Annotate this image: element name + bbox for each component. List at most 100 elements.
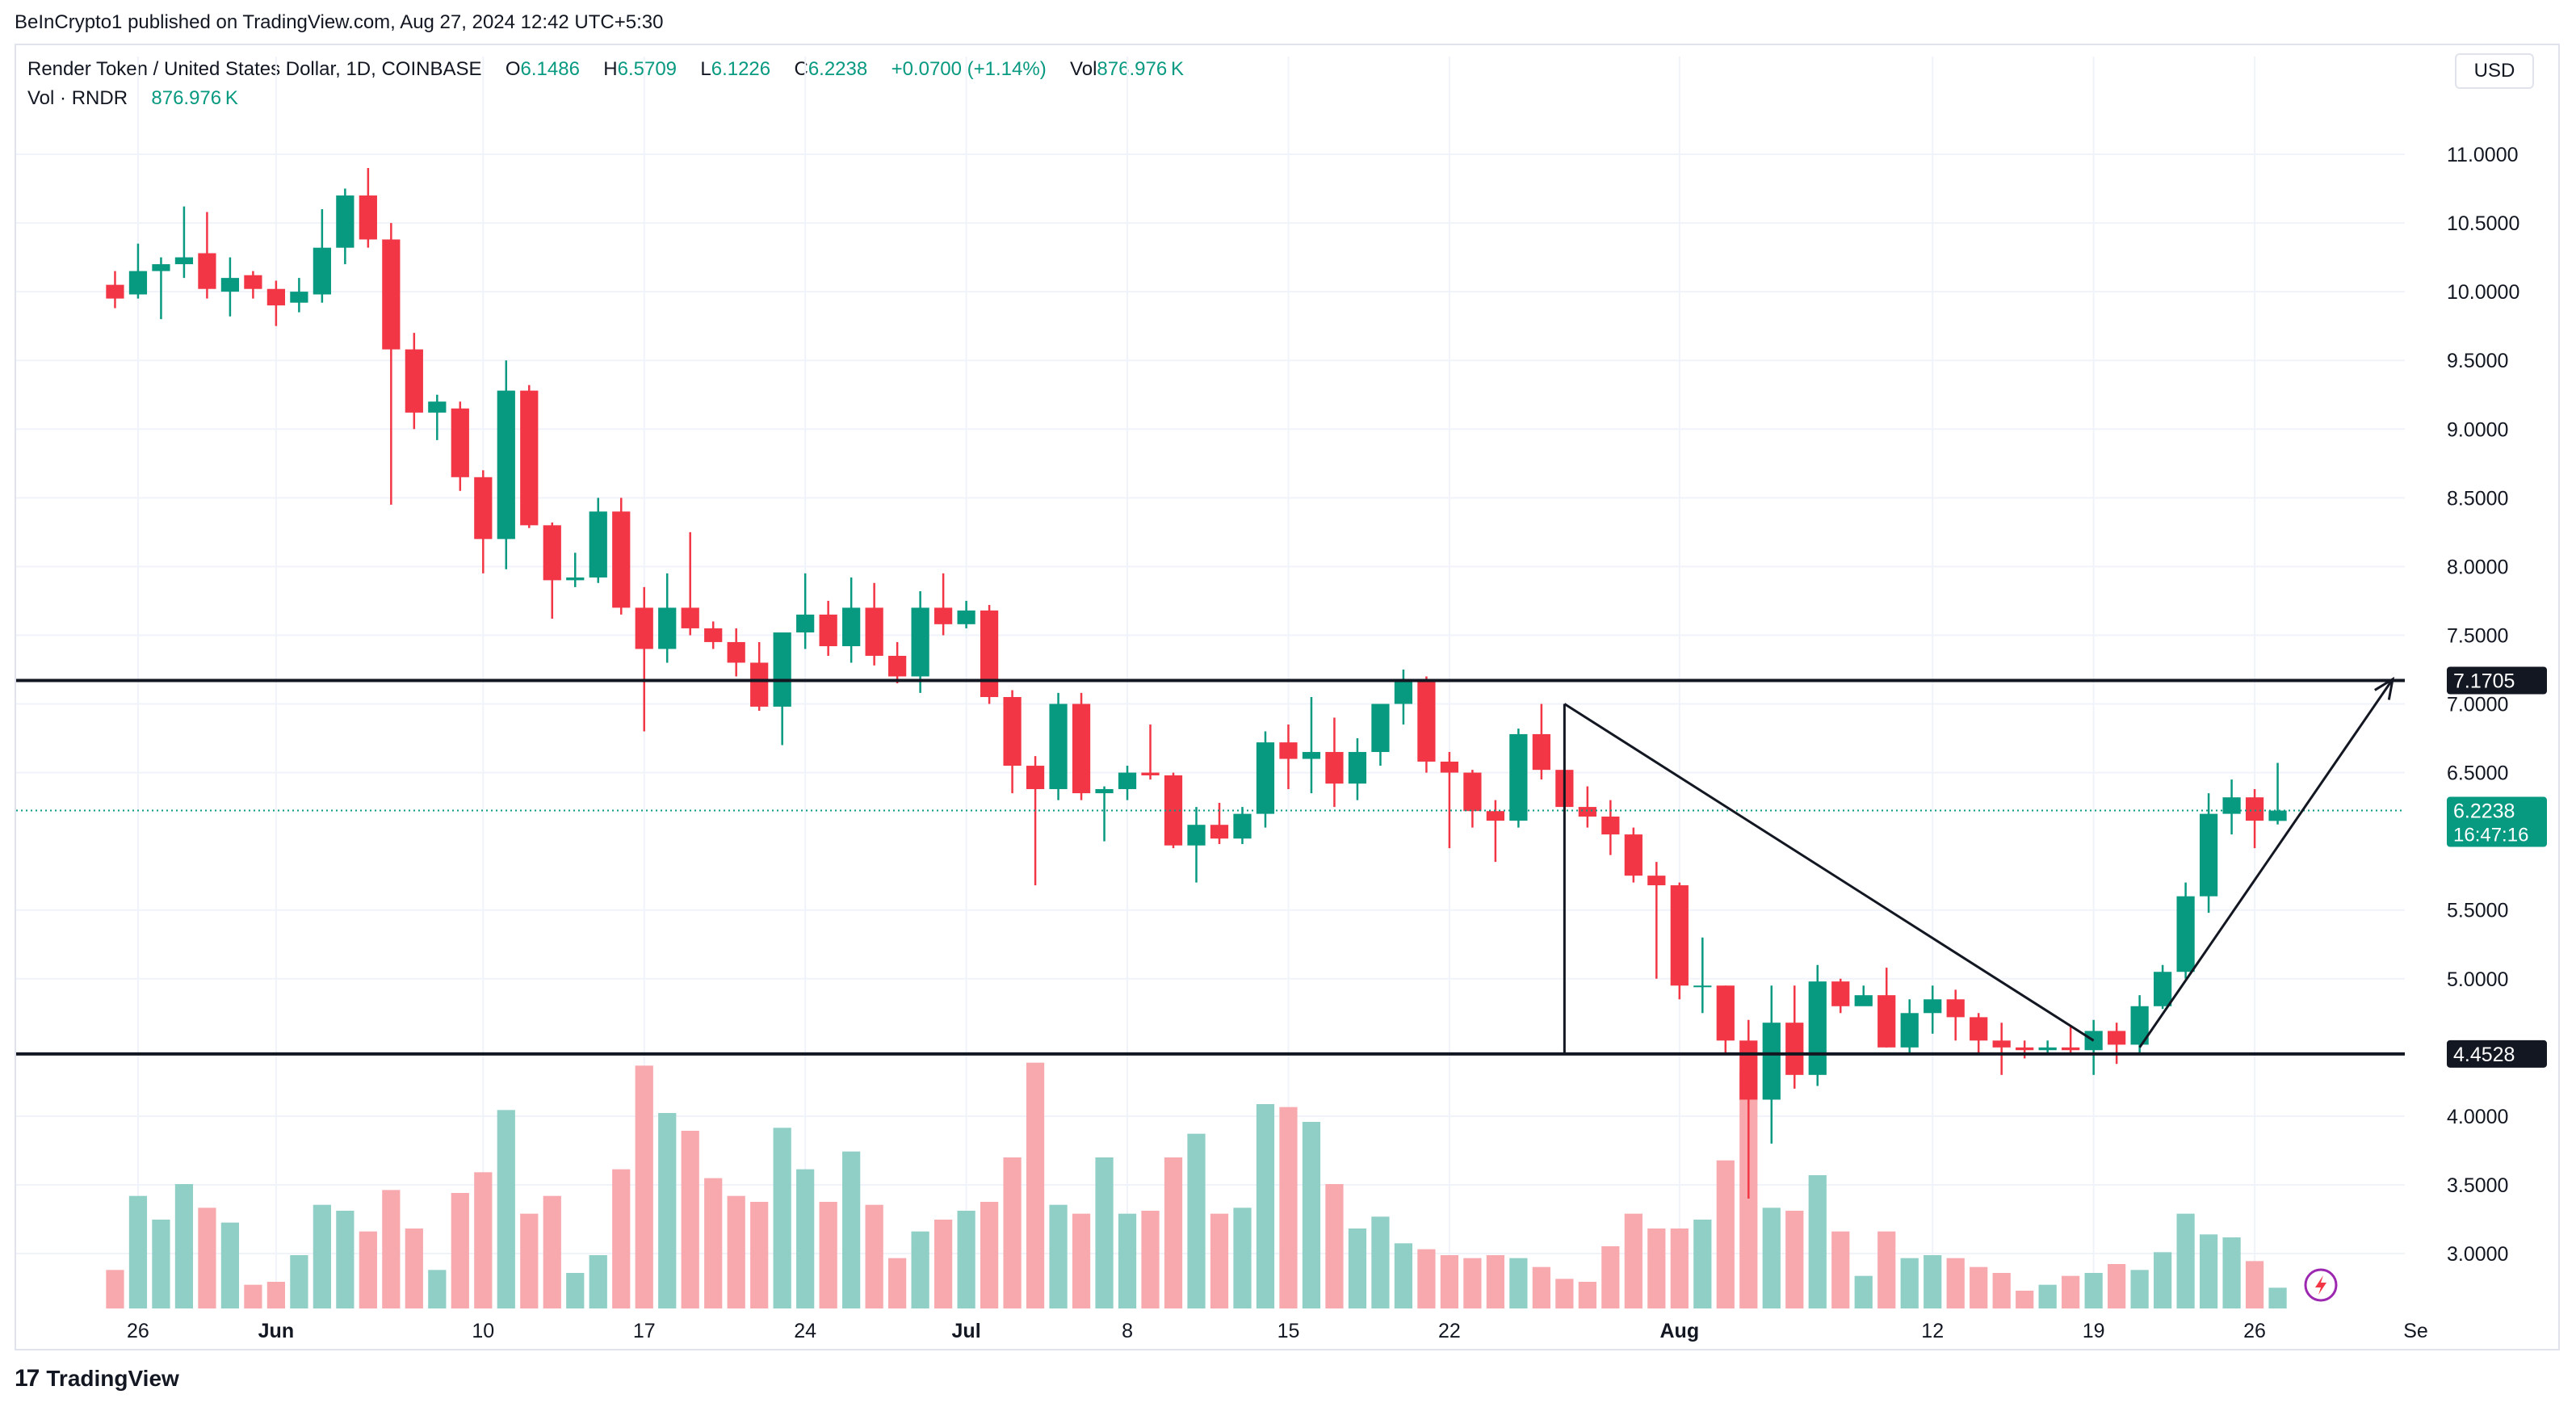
volume-bar <box>1762 1208 1781 1308</box>
time-tick-label: 26 <box>2243 1320 2266 1342</box>
price-tick-label: 3.5000 <box>2447 1174 2508 1197</box>
volume-label: Vol <box>1070 58 1097 80</box>
volume-bar <box>1440 1255 1459 1308</box>
time-tick-label: 12 <box>1921 1320 1944 1342</box>
candle-body <box>359 195 377 240</box>
candle-body <box>106 284 124 299</box>
volume-bar <box>1486 1255 1504 1308</box>
candle-body <box>1187 825 1206 846</box>
volume-bar <box>1072 1213 1091 1308</box>
candles <box>106 168 2287 1199</box>
candle-body <box>198 253 216 289</box>
volume-bar <box>451 1193 469 1308</box>
candle-body <box>842 607 861 647</box>
candle-body <box>589 511 607 578</box>
candle-body <box>1256 742 1275 814</box>
open-value: 6.1486 <box>520 58 580 80</box>
candle-body <box>2245 797 2264 821</box>
candle-body <box>1900 1013 1919 1048</box>
volume-bar <box>2245 1261 2264 1308</box>
candle-body <box>1440 761 1459 773</box>
volume-bar <box>2108 1264 2126 1308</box>
candle-body <box>1003 696 1022 766</box>
candle-body <box>128 271 148 295</box>
time-tick-label: 15 <box>1278 1320 1300 1342</box>
volume-bar <box>1233 1208 1252 1308</box>
candle-body <box>2038 1047 2057 1051</box>
candle-body <box>1463 772 1482 812</box>
volume-bar <box>1924 1255 1942 1308</box>
volume-bar <box>2222 1237 2241 1308</box>
candle-body <box>1486 811 1504 821</box>
candle-body <box>1762 1023 1781 1100</box>
price-tick-label: 8.5000 <box>2447 487 2508 510</box>
volume-bar <box>474 1172 493 1308</box>
volume-bar <box>359 1231 377 1308</box>
volume-bar <box>2268 1287 2287 1308</box>
low-label: L <box>700 58 711 80</box>
price-axis[interactable]: 11.0000 10.5000 10.0000 9.5000 9.0000 8.5000 8… <box>2447 144 2519 1266</box>
candle-body <box>336 195 355 248</box>
price-tick-label: 9.5000 <box>2447 350 2508 372</box>
candle-body <box>2222 797 2241 814</box>
volume-bar <box>1877 1231 1896 1308</box>
price-tick-label: 7.0000 <box>2447 694 2508 716</box>
volume-row: Vol · RNDR 876.976 K <box>27 84 1184 113</box>
volume-bar <box>1026 1062 1045 1308</box>
volume-bar <box>1578 1282 1596 1308</box>
candle-body <box>635 607 653 649</box>
volume-bar <box>2062 1275 2080 1308</box>
published-by-line: BeInCrypto1 published on TradingView.com… <box>15 11 664 33</box>
volume-bar <box>1647 1228 1666 1308</box>
trend-line <box>1563 703 2095 1042</box>
volume-bar <box>2016 1291 2034 1308</box>
drawings <box>16 676 2405 1056</box>
level-price-badge <box>2447 666 2547 695</box>
candle-body <box>819 614 837 647</box>
volume-bar <box>566 1273 585 1308</box>
symbol-title[interactable]: Render Token / United States Dollar, 1D,… <box>27 58 482 80</box>
candle-body <box>1716 985 1735 1041</box>
price-badge-value: 4.4528 <box>2453 1044 2515 1066</box>
candle-body <box>2062 1047 2080 1051</box>
candle-body <box>1877 995 1896 1048</box>
volume-bar <box>911 1231 929 1308</box>
volume-bar <box>1417 1249 1436 1308</box>
candle-body <box>1118 772 1137 789</box>
volume-bar <box>1624 1213 1643 1308</box>
volume-bar <box>1555 1279 1574 1308</box>
volume-bar <box>290 1255 308 1308</box>
volume-bar <box>128 1195 148 1308</box>
volume-bar <box>1164 1157 1183 1308</box>
volume-indicator-title[interactable]: Vol · RNDR <box>27 87 128 109</box>
footer-brand[interactable]: 17 TradingView <box>15 1365 179 1392</box>
volume-bar <box>106 1270 124 1308</box>
candle-body <box>1831 981 1850 1006</box>
volume-bar <box>405 1228 423 1308</box>
candle-body <box>612 511 631 608</box>
candle-body <box>1601 817 1620 835</box>
currency-selector[interactable]: USD <box>2455 53 2534 89</box>
volume-bar <box>658 1113 677 1308</box>
time-axis[interactable]: 26 Jun 10 17 24 Jul 8 15 22 Aug 12 19 26 Se <box>127 1320 2428 1342</box>
candle-body <box>796 614 815 633</box>
price-tick-label: 5.0000 <box>2447 968 2508 991</box>
volume-bar <box>244 1284 262 1308</box>
volume-bar <box>773 1128 791 1308</box>
volume-bar <box>2199 1234 2218 1308</box>
time-tick-label: 22 <box>1438 1320 1461 1342</box>
watermark[interactable] <box>2304 1268 2338 1302</box>
candle-body <box>980 610 999 697</box>
candle-body <box>266 288 285 306</box>
volume-bar <box>1118 1213 1137 1308</box>
candle-body <box>2268 810 2287 821</box>
candle-body <box>1785 1023 1804 1075</box>
volume-bar <box>934 1220 953 1308</box>
volume-bar <box>1693 1220 1712 1308</box>
volume-bar <box>313 1204 331 1308</box>
volume-bar <box>1970 1266 1988 1308</box>
volume-bar <box>1946 1258 1965 1308</box>
candle-body <box>428 401 447 413</box>
